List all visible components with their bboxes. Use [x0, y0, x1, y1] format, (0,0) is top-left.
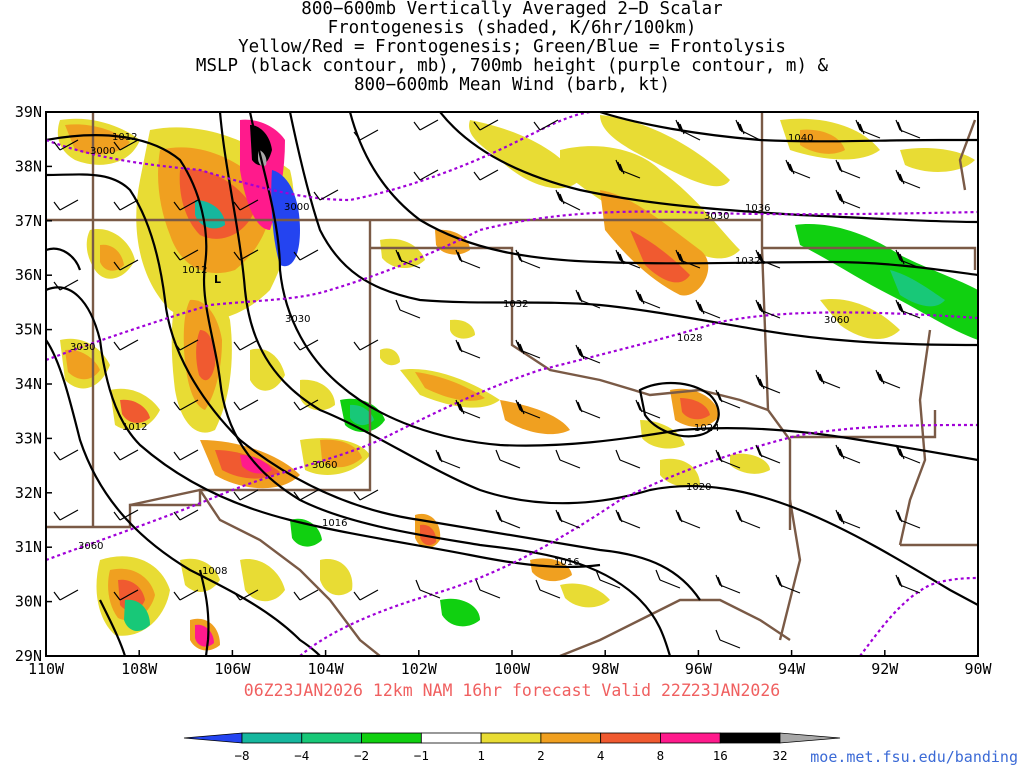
- longitude-label: 98W: [592, 660, 620, 678]
- low-pressure-marker: L: [214, 273, 221, 286]
- mslp-label: 1012: [112, 132, 137, 143]
- latitude-label: 38N: [15, 157, 42, 175]
- latitude-label: 33N: [15, 429, 42, 447]
- longitude-label: 102W: [401, 660, 438, 678]
- colorbar-swatch: [600, 732, 661, 744]
- height-label: 3060: [312, 460, 337, 471]
- height-label: 3030: [704, 211, 729, 222]
- longitude-label: 108W: [121, 660, 158, 678]
- colorbar-swatch: [480, 732, 542, 744]
- longitude-label: 110W: [28, 660, 65, 678]
- colorbar-swatch: [420, 732, 482, 744]
- height-label: 3030: [70, 342, 95, 353]
- latitude-label: 29N: [15, 647, 42, 665]
- height-label: 3060: [78, 541, 103, 552]
- mslp-label: 1036: [745, 203, 770, 214]
- mslp-label: 1016: [554, 557, 579, 568]
- colorbar-swatch: [301, 732, 362, 744]
- mslp-label: 1040: [788, 133, 813, 144]
- colorbar-label: 2: [537, 748, 545, 763]
- latitude-label: 31N: [15, 538, 42, 556]
- latitude-label: 32N: [15, 484, 42, 502]
- colorbar-label: −1: [414, 748, 429, 763]
- wind-barbs: [53, 119, 921, 649]
- height-label: 3000: [90, 146, 115, 157]
- colorbar-label: −8: [234, 748, 249, 763]
- frontogenesis-shading: [57, 115, 978, 651]
- height-label: 3030: [285, 314, 310, 325]
- title-line-4: MSLP (black contour, mb), 700mb height (…: [195, 56, 829, 76]
- latitude-label: 34N: [15, 375, 42, 393]
- title-line-5: 800−600mb Mean Wind (barb, kt): [353, 75, 671, 95]
- state-borders: [46, 112, 978, 656]
- forecast-info: 06Z23JAN2026 12km NAM 16hr forecast Vali…: [243, 681, 781, 700]
- colorbar-swatch: [779, 732, 841, 744]
- colorbar-label: −4: [294, 748, 309, 763]
- latitude-label: 30N: [15, 593, 42, 611]
- mslp-label: 1012: [182, 265, 207, 276]
- latitude-label: 37N: [15, 212, 42, 230]
- latitude-label: 35N: [15, 321, 42, 339]
- colorbar-swatch: [361, 732, 422, 744]
- mslp-label: 1008: [202, 566, 227, 577]
- latitude-label: 36N: [15, 266, 42, 284]
- longitude-axis: 110W 108W 106W 104W 102W 100W 98W 96W 94W 92W 90W: [28, 650, 993, 678]
- colorbar-label: 4: [597, 748, 605, 763]
- height-label: 3060: [824, 315, 849, 326]
- longitude-label: 96W: [685, 660, 713, 678]
- longitude-label: 106W: [214, 660, 251, 678]
- height-label: 3000: [284, 202, 309, 213]
- latitude-axis: 39N 38N 37N 36N 35N 34N 33N 32N 31N 30N 29N: [15, 103, 52, 665]
- colorbar-swatch: [183, 732, 243, 744]
- mslp-label: 1020: [686, 482, 711, 493]
- mslp-label: 1024: [694, 423, 719, 434]
- longitude-label: 104W: [308, 660, 345, 678]
- longitude-label: 92W: [871, 660, 899, 678]
- colorbar-swatch: [660, 732, 721, 744]
- colorbar-swatch: [719, 732, 781, 744]
- colorbar-label: −2: [354, 748, 369, 763]
- mslp-label: 1032: [735, 256, 760, 267]
- latitude-label: 39N: [15, 103, 42, 121]
- title-line-3: Yellow/Red = Frontogenesis; Green/Blue =…: [238, 37, 786, 57]
- title-line-2: Frontogenesis (shaded, K/6hr/100km): [327, 18, 697, 38]
- title-line-1: 800−600mb Vertically Averaged 2−D Scalar: [301, 0, 723, 19]
- longitude-label: 90W: [964, 660, 992, 678]
- mslp-label: 1016: [322, 518, 347, 529]
- colorbar-label: 1: [477, 748, 485, 763]
- colorbar-swatch: [540, 732, 602, 744]
- colorbar-swatch: [241, 732, 303, 744]
- colorbar-label: 16: [713, 748, 728, 763]
- height-labels: 3000 3000 3030 3030 3030 3060 3060 3060: [70, 146, 849, 552]
- longitude-label: 94W: [778, 660, 806, 678]
- mslp-label: 1012: [122, 422, 147, 433]
- longitude-label: 100W: [494, 660, 531, 678]
- mslp-label: 1032: [503, 299, 528, 310]
- colorbar-label: 32: [772, 748, 787, 763]
- colorbar-label: 8: [657, 748, 665, 763]
- colorbar: −8 −4 −2 −1 1 2 4 8 16 32: [183, 732, 841, 763]
- height-contours: [46, 112, 978, 656]
- source-credit-link[interactable]: moe.met.fsu.edu/banding: [810, 748, 1018, 766]
- mslp-labels: 1012 1012 1012 1008 1016 1016 1020 1024 …: [112, 132, 813, 577]
- mslp-label: 1028: [677, 333, 702, 344]
